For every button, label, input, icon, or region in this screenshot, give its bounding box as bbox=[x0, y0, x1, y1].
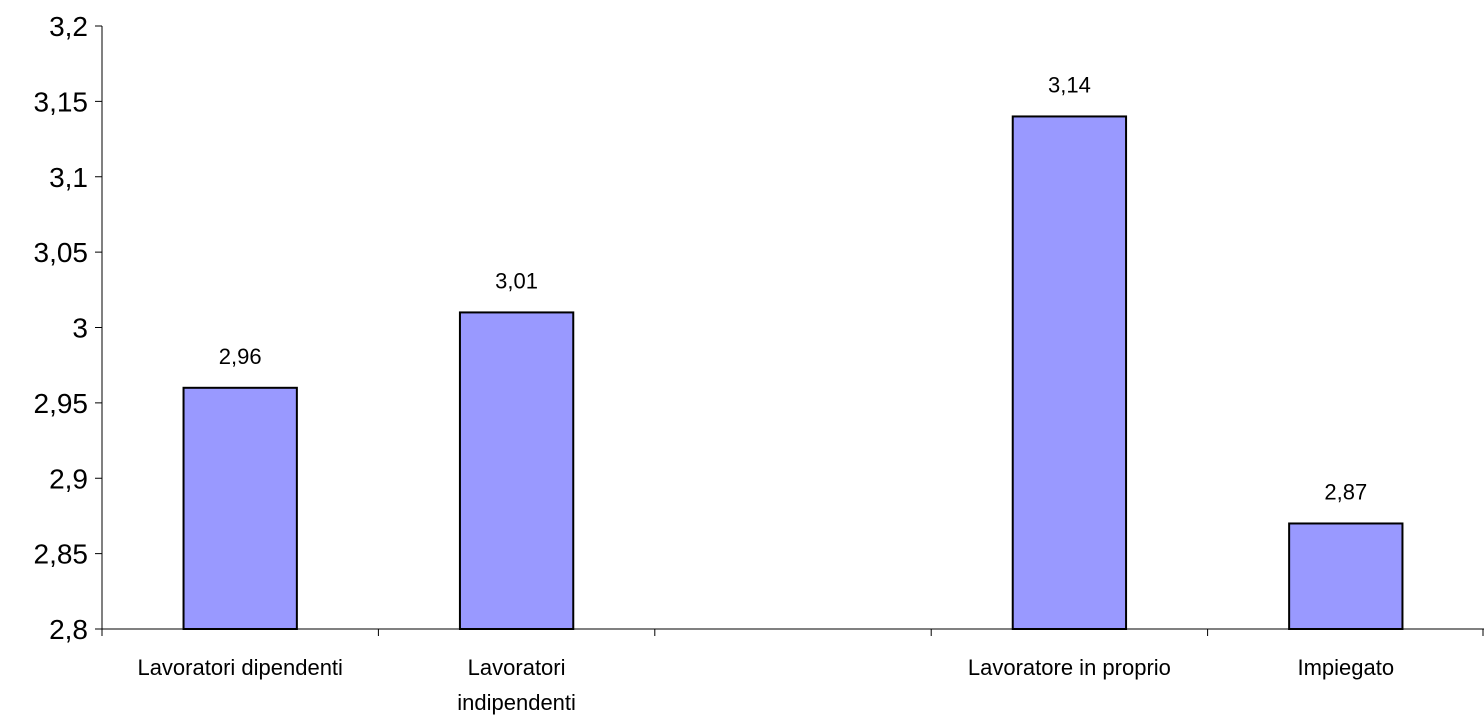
y-axis: 2,8 2,85 2,9 2,95 3 3,05 3,1 3,15 3,2 bbox=[34, 11, 103, 645]
y-tick-label: 2,95 bbox=[34, 388, 89, 419]
y-tick-label: 2,85 bbox=[34, 539, 89, 570]
category-label: Impiegato bbox=[1297, 655, 1394, 680]
category-label-line: Impiegato bbox=[1297, 655, 1394, 680]
category-label-line: Lavoratori bbox=[468, 655, 566, 680]
data-labels: 2,96 3,01 3,14 2,87 bbox=[219, 72, 1367, 504]
y-tick-label: 3,05 bbox=[34, 237, 89, 268]
category-label-line: indipendenti bbox=[457, 690, 576, 715]
data-label: 3,01 bbox=[495, 268, 538, 293]
category-label: Lavoratori dipendenti bbox=[137, 655, 342, 680]
y-tick-label: 2,9 bbox=[49, 463, 88, 494]
y-tick-label: 3,15 bbox=[34, 86, 89, 117]
bar bbox=[182, 386, 298, 630]
bars bbox=[182, 115, 1404, 630]
y-tick-label: 3 bbox=[72, 313, 88, 344]
x-axis bbox=[101, 628, 1484, 636]
bar bbox=[1288, 522, 1404, 630]
y-tick-label: 3,2 bbox=[49, 11, 88, 42]
category-label-line: Lavoratore in proprio bbox=[968, 655, 1171, 680]
bar bbox=[1011, 115, 1128, 630]
category-label: Lavoratore in proprio bbox=[968, 655, 1171, 680]
y-tick-label: 2,8 bbox=[49, 614, 88, 645]
data-label: 2,87 bbox=[1324, 479, 1367, 504]
category-labels: Lavoratori dipendenti Lavoratori indipende… bbox=[137, 655, 1394, 715]
bar bbox=[458, 311, 575, 630]
y-tick-label: 3,1 bbox=[49, 162, 88, 193]
category-label-line: Lavoratori dipendenti bbox=[137, 655, 342, 680]
data-label: 3,14 bbox=[1048, 72, 1091, 97]
data-label: 2,96 bbox=[219, 344, 262, 369]
category-label: Lavoratori indipendenti bbox=[457, 655, 576, 715]
